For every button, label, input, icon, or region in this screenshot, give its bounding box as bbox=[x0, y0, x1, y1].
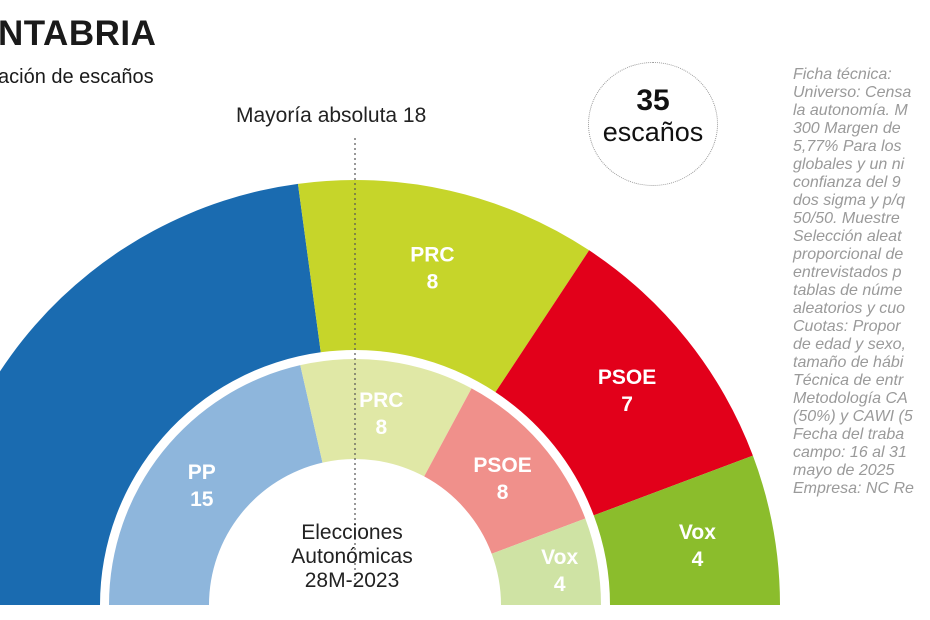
previous-election-line: 28M-2023 bbox=[304, 569, 400, 592]
technical-sheet-line: tamaño de hábi bbox=[793, 354, 904, 371]
total-seats-badge: 35 escaños bbox=[588, 62, 718, 186]
seat-segment-prc-2025 bbox=[297, 179, 590, 393]
technical-sheet-line: Universo: Censa bbox=[793, 84, 912, 101]
total-seats-number: 35 bbox=[636, 84, 670, 117]
technical-sheet-line: dos sigma y p/q bbox=[793, 192, 906, 209]
seat-segment-psoe-2025 bbox=[495, 250, 753, 516]
technical-sheet-line: Técnica de entr bbox=[793, 372, 904, 389]
seat-segment-vox-2025 bbox=[593, 455, 780, 605]
segment-label-prc-2023: PRC 8 bbox=[359, 389, 403, 439]
seat-segment-prc-2023 bbox=[300, 359, 472, 477]
outer-ring-2025: PRC 8 PSOE 7 Vox 4 bbox=[0, 179, 780, 605]
technical-sheet-line: confianza del 9 bbox=[793, 174, 901, 191]
technical-sheet-line: globales y un ni bbox=[793, 156, 905, 173]
inner-ring-2023: PP 15 PRC 8 PSOE 8 Vox 4 bbox=[109, 359, 601, 605]
technical-sheet-line: aleatorios y cuo bbox=[793, 300, 906, 317]
seat-segment-vox-2023 bbox=[491, 518, 601, 605]
technical-sheet-line: campo: 16 al 31 bbox=[793, 444, 907, 461]
technical-sheet-line: tablas de núme bbox=[793, 282, 903, 299]
previous-election-label: Elecciones Autonómicas 28M-2023 bbox=[262, 521, 442, 593]
segment-label-psoe-2025: PSOE 7 bbox=[598, 366, 656, 416]
majority-label: Mayoría absoluta 18 bbox=[236, 104, 427, 127]
segment-label-prc-2025: PRC 8 bbox=[410, 244, 454, 294]
seat-segment-pp-2025 bbox=[0, 183, 321, 605]
technical-sheet-line: Empresa: NC Re bbox=[793, 480, 914, 497]
technical-sheet-line: mayo de 2025 bbox=[793, 462, 895, 479]
technical-sheet-line: Ficha técnica: bbox=[793, 66, 892, 83]
technical-sheet-line: de edad y sexo, bbox=[793, 336, 906, 353]
seat-segment-psoe-2023 bbox=[424, 388, 586, 554]
technical-sheet-line: entrevistados p bbox=[793, 264, 902, 281]
seat-segment-pp-2023 bbox=[109, 365, 323, 605]
technical-sheet-line: proporcional de bbox=[793, 246, 904, 263]
technical-sheet-line: la autonomía. M bbox=[793, 102, 908, 119]
segment-label-vox-2025: Vox 4 bbox=[679, 521, 716, 571]
chart-subtitle: ación de escaños bbox=[0, 66, 154, 88]
previous-election-line: Autonómicas bbox=[291, 545, 413, 568]
total-seats-word: escaños bbox=[602, 117, 704, 147]
technical-sheet-line: Fecha del traba bbox=[793, 426, 905, 443]
technical-sheet-line: Metodología CA bbox=[793, 390, 908, 407]
technical-sheet-line: (50%) y CAWI (5 bbox=[793, 408, 913, 425]
previous-election-line: Elecciones bbox=[301, 521, 403, 544]
segment-label-vox-2023: Vox 4 bbox=[541, 546, 578, 596]
segment-label-psoe-2023: PSOE 8 bbox=[473, 454, 531, 504]
technical-sheet-line: 50/50. Muestre bbox=[793, 210, 900, 227]
technical-sheet: Ficha técnica: Universo: Censa la autono… bbox=[793, 66, 930, 498]
chart-title: NTABRIA bbox=[0, 14, 157, 53]
technical-sheet-line: Cuotas: Propor bbox=[793, 318, 901, 335]
technical-sheet-line: Selección aleat bbox=[793, 228, 902, 245]
technical-sheet-line: 5,77% Para los bbox=[793, 138, 902, 155]
segment-label-pp-2023: PP 15 bbox=[188, 461, 216, 511]
technical-sheet-line: 300 Margen de bbox=[793, 120, 901, 137]
